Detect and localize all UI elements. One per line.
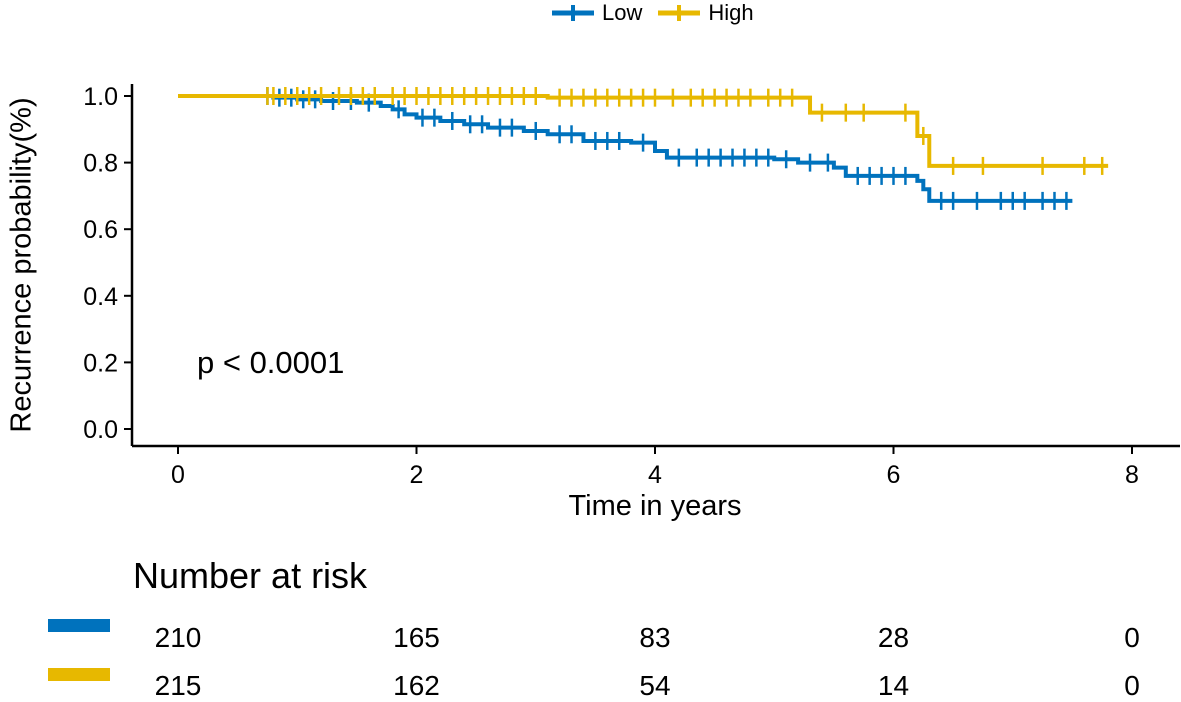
x-tick-label: 6 — [887, 461, 901, 489]
legend-label-high: High — [708, 0, 754, 25]
legend-key-high — [656, 3, 702, 23]
x-axis-label: Time in years — [568, 490, 742, 522]
risk-row-swatch-low — [48, 619, 110, 632]
p-value-label: p < 0.0001 — [197, 345, 345, 380]
y-tick-label: 0.4 — [83, 283, 118, 311]
legend-key-low — [550, 3, 596, 23]
risk-count-low: 0 — [1124, 622, 1140, 653]
chart-legend: Low High — [550, 0, 754, 26]
risk-count-high: 0 — [1124, 670, 1140, 701]
y-tick-label: 0.8 — [83, 150, 118, 178]
risk-count-low: 165 — [393, 622, 440, 653]
risk-count-low: 83 — [639, 622, 671, 653]
risk-table-title: Number at risk — [133, 555, 368, 596]
risk-count-high: 54 — [639, 670, 671, 701]
y-tick-label: 0.2 — [83, 349, 118, 377]
y-axis-label: Recurrence probability(%) — [5, 97, 38, 433]
legend-item-high: High — [656, 0, 754, 26]
risk-count-high: 162 — [393, 670, 440, 701]
x-tick-label: 4 — [648, 461, 662, 489]
y-tick-label: 1.0 — [83, 83, 118, 111]
risk-count-low: 210 — [154, 622, 202, 653]
km-curve-high — [178, 94, 1109, 168]
x-tick-label: 2 — [410, 461, 424, 489]
y-tick-label: 0.0 — [83, 416, 118, 444]
risk-count-high: 215 — [154, 670, 202, 701]
x-tick-label: 0 — [171, 461, 185, 489]
legend-label-low: Low — [602, 0, 643, 25]
x-tick-label: 8 — [1125, 461, 1139, 489]
risk-count-low: 28 — [877, 622, 910, 653]
risk-row-swatch-high — [48, 668, 110, 681]
legend-item-low: Low — [550, 0, 642, 26]
km-curve-low — [178, 94, 1073, 203]
y-tick-label: 0.6 — [83, 216, 118, 244]
risk-count-high: 14 — [877, 670, 910, 701]
